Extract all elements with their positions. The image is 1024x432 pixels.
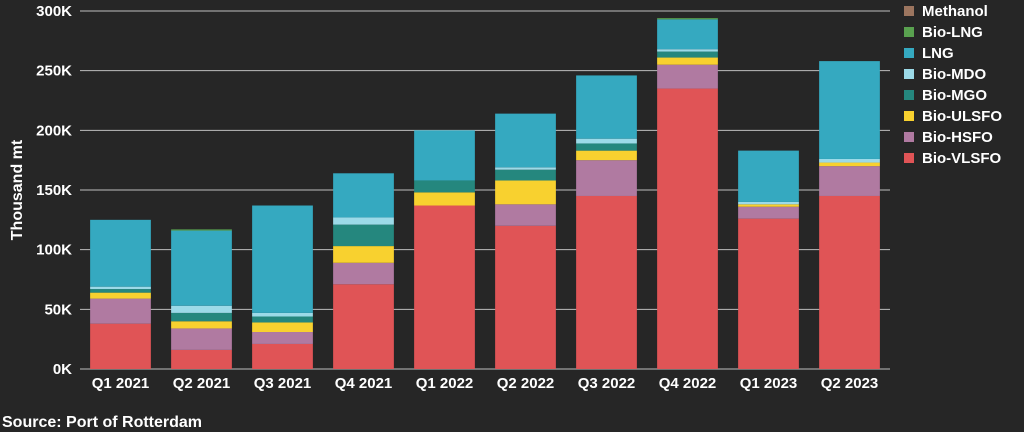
x-tick-label: Q2 2022 [497, 375, 555, 392]
legend-label: Bio-MDO [922, 66, 986, 83]
legend-label: Bio-VLSFO [922, 150, 1001, 167]
legend-swatch [904, 90, 914, 100]
bar-segment-bio-vlsfo [495, 225, 556, 369]
bar-segment-bio-hsfo [333, 262, 394, 285]
bar-segment-bio-mgo [252, 316, 313, 323]
bar-segment-bio-mgo [171, 312, 232, 322]
bar-segment-bio-mgo [333, 224, 394, 247]
bar-segment-bio-vlsfo [738, 218, 799, 369]
legend-label: Bio-HSFO [922, 129, 993, 146]
y-tick-label: 100K [36, 242, 72, 259]
legend-swatch [904, 153, 914, 163]
bar-segment-bio-lng [657, 18, 718, 20]
y-tick-label: 300K [36, 3, 72, 20]
bar-segment-bio-mgo [495, 169, 556, 181]
bar-segment-bio-mdo [171, 305, 232, 313]
y-tick-label: 150K [36, 182, 72, 199]
legend-label: Bio-ULSFO [922, 108, 1002, 125]
bar-segment-bio-vlsfo [333, 284, 394, 369]
bar-segment-bio-hsfo [495, 204, 556, 226]
source-note: Source: Port of Rotterdam [2, 414, 202, 431]
bar-segment-bio-mgo [414, 180, 475, 193]
x-tick-label: Q2 2021 [173, 375, 231, 392]
bar-segment-bio-ulsfo [171, 321, 232, 329]
legend-swatch [904, 69, 914, 79]
legend-label: Bio-LNG [922, 24, 983, 41]
x-tick-label: Q1 2023 [740, 375, 798, 392]
bar-segment-bio-ulsfo [414, 192, 475, 206]
bar-segment-bio-vlsfo [819, 195, 880, 369]
bar-segment-lng [171, 230, 232, 306]
legend-swatch [904, 48, 914, 58]
bar-segment-bio-mgo [657, 51, 718, 58]
legend: Methanol Bio-LNG LNG Bio-MDO Bio-MGO Bio-ULSF… [904, 3, 1002, 167]
bar-segment-lng [819, 61, 880, 159]
bar-segment-bio-lng [171, 229, 232, 231]
bar-segment-lng [738, 150, 799, 202]
bar-segment-lng [414, 130, 475, 181]
bar-segment-bio-ulsfo [657, 57, 718, 65]
bar-segment-bio-mdo [252, 312, 313, 317]
bar-segment-bio-mdo [738, 201, 799, 205]
bar-segment-lng [657, 19, 718, 50]
bar-segment-bio-vlsfo [171, 349, 232, 369]
bar-segment-bio-ulsfo [819, 162, 880, 167]
bar-segment-lng [90, 219, 151, 287]
bar-segment-bio-vlsfo [252, 343, 313, 369]
x-tick-label: Q4 2022 [659, 375, 717, 392]
bar-segment-bio-vlsfo [576, 195, 637, 369]
bar-segment-bio-ulsfo [252, 322, 313, 333]
bar-segment-bio-mdo [657, 49, 718, 52]
bar-segment-bio-hsfo [657, 64, 718, 89]
legend-swatch [904, 132, 914, 142]
y-tick-label: 50K [44, 301, 72, 318]
axes: 0K 50K 100K 150K 200K 250K 300K Q1 2021 Q2 2021 Q… [36, 3, 878, 392]
legend-swatch [904, 6, 914, 16]
x-tick-label: Q1 2021 [92, 375, 150, 392]
bar-segment-bio-hsfo [171, 328, 232, 350]
bar-segment-bio-ulsfo [333, 246, 394, 263]
bar-segment-bio-hsfo [576, 160, 637, 196]
bar-segment-bio-mdo [576, 138, 637, 144]
legend-label: LNG [922, 45, 954, 62]
bar-segment-bio-mgo [576, 143, 637, 151]
y-tick-label: 250K [36, 63, 72, 80]
x-tick-label: Q1 2022 [416, 375, 474, 392]
bar-segment-bio-mdo [333, 217, 394, 225]
bar-segment-bio-vlsfo [657, 88, 718, 370]
y-axis-title: Thousand mt [9, 139, 26, 240]
legend-label: Methanol [922, 3, 988, 20]
x-tick-label: Q3 2021 [254, 375, 312, 392]
bar-segment-bio-mdo [90, 286, 151, 290]
bar-segment-bio-mgo [90, 289, 151, 293]
bar-segment-lng [495, 113, 556, 168]
bar-segment-lng [252, 205, 313, 313]
legend-label: Bio-MGO [922, 87, 987, 104]
bar-segment-lng [333, 173, 394, 218]
bar-segment-bio-mdo [819, 158, 880, 163]
x-tick-label: Q3 2022 [578, 375, 636, 392]
bar-segment-bio-ulsfo [495, 180, 556, 205]
bar-segment-bio-mdo [495, 167, 556, 170]
bar-segment-bio-vlsfo [414, 205, 475, 369]
bar-segment-bio-hsfo [90, 298, 151, 324]
bar-segment-bio-ulsfo [576, 150, 637, 161]
bar-segment-bio-hsfo [819, 166, 880, 196]
bar-segment-lng [576, 75, 637, 139]
legend-swatch [904, 111, 914, 121]
bar-segment-bio-vlsfo [90, 323, 151, 369]
x-tick-label: Q2 2023 [821, 375, 879, 392]
bar-segment-bio-ulsfo [738, 204, 799, 207]
bars [90, 18, 880, 370]
x-tick-label: Q4 2021 [335, 375, 393, 392]
bar-segment-bio-hsfo [252, 332, 313, 344]
legend-swatch [904, 27, 914, 37]
y-tick-label: 0K [53, 361, 72, 378]
bar-segment-bio-ulsfo [90, 292, 151, 299]
y-tick-label: 200K [36, 122, 72, 139]
bar-segment-bio-hsfo [738, 206, 799, 219]
